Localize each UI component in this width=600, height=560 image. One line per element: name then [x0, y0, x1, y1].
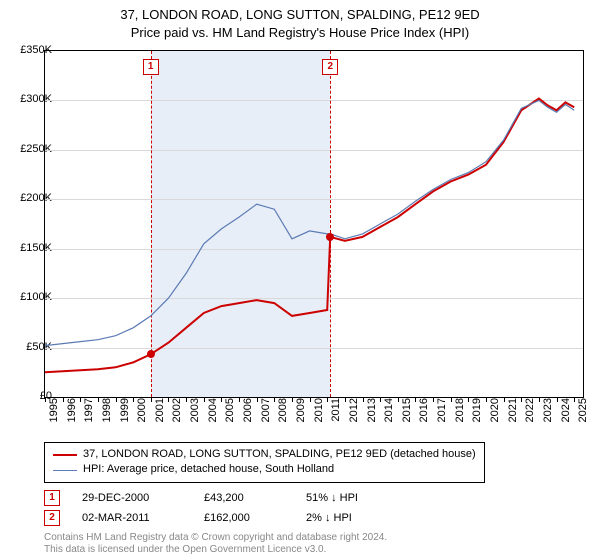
legend-row: HPI: Average price, detached house, Sout…: [53, 462, 476, 477]
x-axis-label: 1996: [66, 398, 78, 438]
x-axis-label: 2018: [454, 398, 466, 438]
x-axis-label: 2002: [171, 398, 183, 438]
x-tick: [310, 397, 311, 402]
x-tick: [468, 397, 469, 402]
x-axis-label: 2017: [436, 398, 448, 438]
x-axis-label: 2006: [242, 398, 254, 438]
x-tick: [486, 397, 487, 402]
x-tick: [345, 397, 346, 402]
x-axis-label: 2021: [507, 398, 519, 438]
x-axis-label: 2004: [207, 398, 219, 438]
x-axis-label: 1997: [83, 398, 95, 438]
series-line: [45, 100, 574, 345]
sales-row: 2 02-MAR-2011 £162,000 2% ↓ HPI: [44, 508, 396, 528]
x-axis-label: 2025: [577, 398, 589, 438]
sales-row-price: £162,000: [204, 512, 284, 524]
x-axis-label: 1995: [48, 398, 60, 438]
x-axis-label: 2024: [560, 398, 572, 438]
legend-row: 37, LONDON ROAD, LONG SUTTON, SPALDING, …: [53, 447, 476, 462]
x-tick: [292, 397, 293, 402]
chart-plot-area: 12: [44, 50, 584, 398]
x-tick: [539, 397, 540, 402]
sales-row-badge: 1: [44, 490, 60, 506]
sales-row-diff: 2% ↓ HPI: [306, 512, 396, 524]
x-tick: [116, 397, 117, 402]
x-tick: [186, 397, 187, 402]
chart-title-block: 37, LONDON ROAD, LONG SUTTON, SPALDING, …: [0, 0, 600, 41]
x-axis-label: 2019: [471, 398, 483, 438]
sale-marker-badge: 1: [143, 59, 159, 75]
sales-row-diff: 51% ↓ HPI: [306, 492, 396, 504]
sales-row-badge: 2: [44, 510, 60, 526]
x-axis-label: 2005: [224, 398, 236, 438]
x-tick: [133, 397, 134, 402]
footer-attribution: Contains HM Land Registry data © Crown c…: [44, 532, 387, 556]
x-tick: [168, 397, 169, 402]
x-axis-label: 2023: [542, 398, 554, 438]
footer-line-1: Contains HM Land Registry data © Crown c…: [44, 532, 387, 544]
x-tick: [239, 397, 240, 402]
x-tick: [363, 397, 364, 402]
chart-legend: 37, LONDON ROAD, LONG SUTTON, SPALDING, …: [44, 442, 485, 483]
x-axis-label: 1998: [101, 398, 113, 438]
x-tick: [521, 397, 522, 402]
x-axis-label: 2016: [418, 398, 430, 438]
sale-point-dot: [326, 233, 334, 241]
sale-marker-badge: 2: [322, 59, 338, 75]
x-tick: [98, 397, 99, 402]
x-tick: [327, 397, 328, 402]
title-line-1: 37, LONDON ROAD, LONG SUTTON, SPALDING, …: [0, 6, 600, 24]
x-axis-label: 2003: [189, 398, 201, 438]
x-tick: [451, 397, 452, 402]
x-axis-label: 2020: [489, 398, 501, 438]
legend-label: 37, LONDON ROAD, LONG SUTTON, SPALDING, …: [83, 447, 476, 462]
x-axis-label: 2022: [524, 398, 536, 438]
legend-label: HPI: Average price, detached house, Sout…: [83, 462, 334, 477]
x-tick: [221, 397, 222, 402]
x-axis-label: 2009: [295, 398, 307, 438]
sales-table: 1 29-DEC-2000 £43,200 51% ↓ HPI 2 02-MAR-2011…: [44, 488, 396, 528]
title-line-2: Price paid vs. HM Land Registry's House …: [0, 24, 600, 42]
x-axis-label: 2011: [330, 398, 342, 438]
x-tick: [274, 397, 275, 402]
x-tick: [80, 397, 81, 402]
chart-lines: [45, 51, 583, 397]
x-tick: [398, 397, 399, 402]
x-axis-label: 2000: [136, 398, 148, 438]
sales-row-price: £43,200: [204, 492, 284, 504]
sales-row-date: 02-MAR-2011: [82, 512, 182, 524]
x-tick: [504, 397, 505, 402]
x-axis-label: 2001: [154, 398, 166, 438]
sales-row-date: 29-DEC-2000: [82, 492, 182, 504]
x-tick: [63, 397, 64, 402]
x-tick: [557, 397, 558, 402]
x-tick: [415, 397, 416, 402]
x-axis-label: 2015: [401, 398, 413, 438]
footer-line-2: This data is licensed under the Open Gov…: [44, 544, 387, 556]
legend-swatch: [53, 454, 77, 456]
x-tick: [151, 397, 152, 402]
x-axis-label: 2013: [366, 398, 378, 438]
sales-row: 1 29-DEC-2000 £43,200 51% ↓ HPI: [44, 488, 396, 508]
x-tick: [45, 397, 46, 402]
x-axis-label: 2012: [348, 398, 360, 438]
x-axis-label: 2007: [260, 398, 272, 438]
legend-swatch: [53, 470, 77, 471]
x-tick: [257, 397, 258, 402]
x-tick: [380, 397, 381, 402]
x-tick: [204, 397, 205, 402]
x-axis-label: 2008: [277, 398, 289, 438]
x-axis-label: 2014: [383, 398, 395, 438]
x-tick: [433, 397, 434, 402]
sale-point-dot: [147, 350, 155, 358]
x-axis-label: 1999: [119, 398, 131, 438]
x-axis-label: 2010: [313, 398, 325, 438]
x-tick: [574, 397, 575, 402]
